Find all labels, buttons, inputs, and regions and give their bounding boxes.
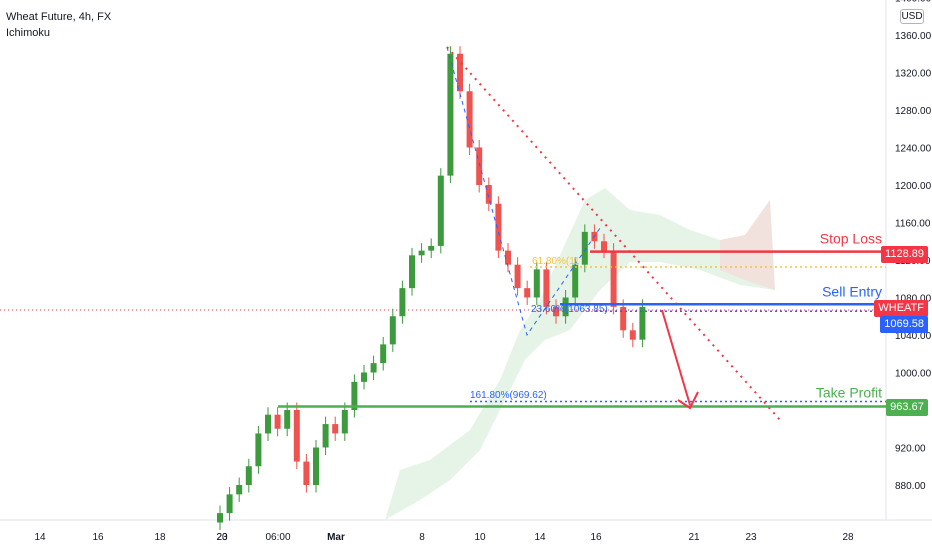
candle-body	[236, 485, 243, 495]
candle-body	[255, 433, 262, 467]
symbol-price-tag: WHEATF	[874, 300, 928, 317]
time-tick-label: 14	[534, 532, 546, 543]
currency-badge[interactable]: USD	[900, 9, 924, 24]
stop-loss-price-tag: 1128.89	[881, 246, 928, 263]
candle-body	[217, 513, 223, 523]
time-tick-label: 23	[216, 532, 228, 543]
candle-body	[303, 461, 310, 485]
candle-body	[245, 466, 252, 485]
candle-body	[389, 316, 396, 345]
sell-entry-label: Sell Entry	[822, 283, 882, 299]
candle-body	[476, 147, 483, 185]
candle-body	[418, 250, 425, 256]
price-tick-label: 1360.00	[895, 31, 932, 42]
candle-body	[409, 255, 415, 289]
candle-body	[284, 410, 291, 429]
candle-body	[265, 414, 271, 434]
take-profit-label: Take Profit	[816, 385, 882, 401]
candle-body	[581, 231, 588, 265]
candle-body	[226, 494, 233, 514]
chart-legend: Wheat Future, 4h, FX Ichimoku	[6, 9, 111, 41]
price-tick-label: 920.00	[895, 444, 926, 455]
time-tick-label: 16	[92, 532, 104, 543]
price-tick-label: 1240.00	[895, 144, 932, 155]
price-tick-label: 1320.00	[895, 69, 932, 80]
entry-price-tag: 1069.58	[880, 316, 928, 333]
candle-body	[370, 363, 377, 373]
candle-body	[466, 91, 473, 148]
candle-body	[457, 53, 463, 92]
price-tick-label: 1000.00	[895, 369, 932, 380]
indicator-name: Ichimoku	[6, 27, 51, 39]
candle-body	[274, 414, 281, 429]
candle-body	[562, 297, 569, 317]
time-tick-label: 28	[842, 532, 854, 543]
candle-body	[380, 344, 387, 364]
candle-body	[514, 264, 521, 289]
candle-body	[437, 175, 444, 246]
time-tick-label: 16	[590, 532, 602, 543]
time-tick-label: 20	[216, 532, 228, 543]
candle-body	[485, 185, 492, 204]
candle-body	[313, 447, 319, 485]
time-tick-label: 14	[34, 532, 46, 543]
price-tick-label: 1200.00	[895, 181, 932, 192]
candle-body	[620, 306, 627, 331]
candle-body	[629, 330, 636, 340]
candle-body	[524, 288, 531, 298]
candle-body	[322, 424, 329, 448]
fib-236-label: 23.60%(1063.85)	[531, 304, 608, 315]
candle-body	[361, 372, 367, 382]
projection-arrowhead	[677, 391, 699, 410]
time-tick-label: 10	[474, 532, 486, 543]
price-tick-label: 1280.00	[895, 106, 932, 117]
fib-swing-line[interactable]	[446, 46, 601, 337]
candle-body	[639, 306, 646, 340]
fib-618-label: 61.80%(11	[532, 256, 580, 267]
fib-1618-label: 161.80%(969.62)	[470, 390, 547, 401]
price-tick-label: 1080.00	[895, 294, 932, 305]
candle-body	[572, 264, 579, 298]
candle-body	[428, 245, 435, 251]
candle-body	[447, 53, 454, 176]
candle-body	[533, 269, 540, 298]
time-tick-label: 18	[154, 532, 166, 543]
price-tick-label: 1160.00	[895, 219, 931, 230]
candle-body	[553, 306, 559, 317]
candle-body	[505, 250, 511, 265]
symbol-title: Wheat Future, 4h, FX	[6, 11, 112, 23]
time-tick-label: 06:00	[265, 532, 290, 543]
stop-loss-label: Stop Loss	[820, 231, 882, 247]
candle-body	[351, 381, 358, 410]
time-tick-label: 8	[419, 532, 425, 543]
time-tick-label: 23	[745, 532, 757, 543]
time-tick-label: Mar	[327, 532, 345, 543]
price-tick-label: 880.00	[895, 481, 926, 492]
candle-body	[610, 250, 617, 307]
candle-body	[495, 203, 502, 251]
candle-body	[293, 410, 300, 462]
candle-body	[341, 410, 348, 434]
candle-body	[399, 288, 406, 317]
candle-body	[543, 269, 550, 307]
price-tick-label: 1040.00	[895, 331, 932, 342]
take-profit-price-tag: 963.67	[886, 399, 928, 416]
price-tick-label: 1400.00	[895, 0, 932, 5]
time-tick-label: 21	[688, 532, 700, 543]
projection-arrow	[661, 309, 691, 406]
ichimoku-cloud	[385, 188, 775, 520]
candle-body	[601, 241, 607, 251]
candle-body	[332, 424, 339, 434]
